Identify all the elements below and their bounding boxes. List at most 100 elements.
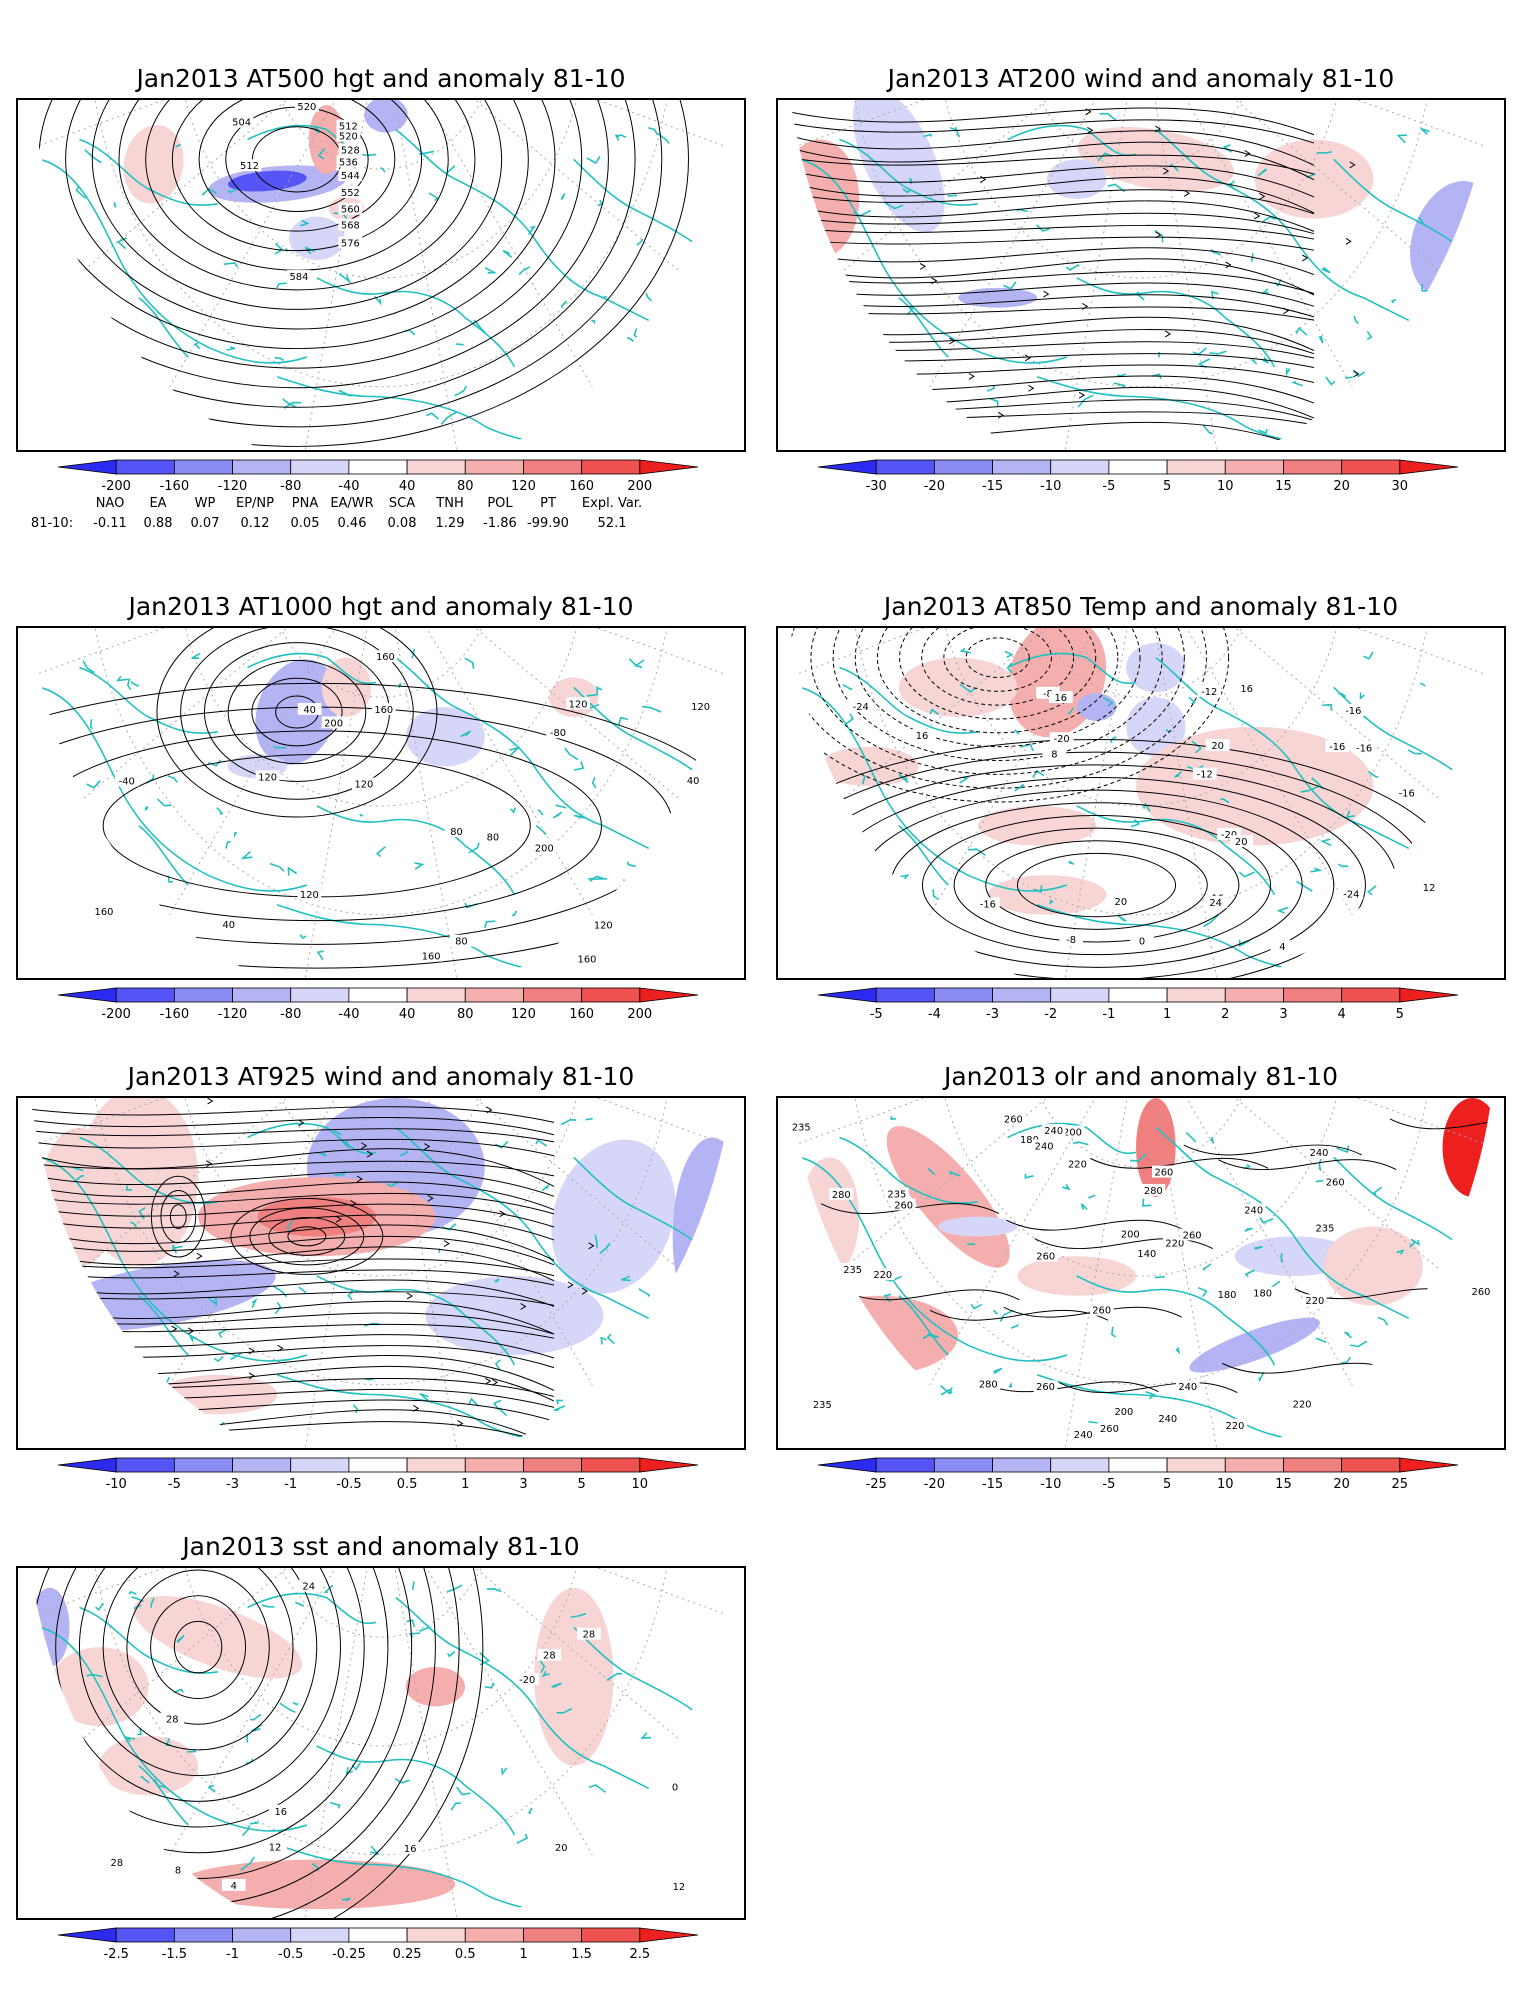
border-segment [1067, 707, 1074, 715]
colorbar-box [817, 459, 877, 475]
coastline-segment [898, 1295, 949, 1356]
border-segment [1014, 783, 1025, 792]
border-segment [1315, 1337, 1327, 1343]
border-segment [279, 1702, 296, 1714]
colorbar-box [639, 1457, 699, 1473]
colorbar-label: 1 [1163, 1007, 1171, 1022]
map-sst-plot: 28 28 20 16 12 8 4 0 12 16 24 28 28 -20 [20, 1568, 742, 1918]
colorbar-label: 1 [461, 1477, 469, 1492]
contour-label: 200 [324, 718, 343, 729]
colorbar-box [992, 987, 1052, 1003]
anomaly-shading [977, 805, 1097, 846]
contour-label: 160 [578, 954, 597, 965]
contour-label: -40 [119, 777, 135, 788]
contour-label-bg [1352, 741, 1376, 754]
border-segment [1366, 331, 1373, 341]
anomaly-shading [1047, 159, 1107, 199]
border-segment [127, 678, 132, 691]
contour-labels: 260 260 260 280 260 240 235 220 180 140 180 200 200 1… [789, 1112, 1493, 1441]
colorbar-label: 0.25 [393, 1947, 422, 1962]
colorbar-label: 160 [569, 1007, 594, 1022]
map-wind200-plot [780, 100, 1502, 450]
wind-arrow [997, 411, 1005, 419]
contour-label-bg [263, 1840, 287, 1853]
contour-label-bg [1060, 1125, 1085, 1138]
colorbar-box [933, 459, 993, 475]
streamline [25, 1214, 555, 1241]
border-segment [173, 1245, 183, 1254]
border-segment [599, 1242, 611, 1255]
colorbar-box [1341, 1457, 1401, 1473]
border-segment [640, 1732, 652, 1739]
wind-arrow [171, 1325, 178, 1333]
contour-label: 160 [374, 705, 393, 716]
border-segment [1419, 682, 1426, 687]
wind-arrow [298, 1119, 305, 1127]
border-segment [657, 133, 670, 145]
streamline [25, 1128, 555, 1143]
border-segment [373, 295, 382, 306]
contour-line [25, 1568, 413, 1879]
contour-label-bg [1241, 1203, 1266, 1216]
contour-line [173, 1620, 223, 1674]
colorbar-label: -160 [160, 1007, 190, 1022]
contour-label-bg [444, 825, 469, 838]
border-segment [226, 346, 236, 351]
colorbar-label: 10 [632, 1477, 649, 1492]
contour-label: 220 [1068, 1159, 1087, 1170]
contour-line [126, 1569, 270, 1725]
contour-label-bg [338, 202, 363, 215]
border-segment [586, 688, 599, 697]
contour-label: 180 [1218, 1290, 1237, 1301]
border-segment [554, 1405, 566, 1412]
border-segment [1202, 914, 1219, 928]
contour-label-bg [294, 100, 319, 112]
border-segment [286, 1220, 294, 1232]
contour-label: 160 [376, 652, 395, 663]
coastline-segment [138, 825, 189, 886]
contour-label-bg [575, 952, 599, 965]
contour-label-bg [1036, 686, 1060, 699]
wind-arrow [1282, 307, 1290, 315]
border-segment [1145, 1391, 1157, 1400]
contour-label-bg [976, 1377, 1001, 1390]
contour-line [65, 100, 529, 330]
border-segment [438, 1248, 441, 1253]
border-segment [86, 1673, 103, 1678]
coastlines [39, 648, 713, 977]
contour-line [943, 628, 1052, 692]
coastline-segment [395, 129, 535, 239]
contour-label-bg [870, 1268, 895, 1281]
streamline [785, 200, 1315, 232]
border-segment [1250, 252, 1254, 263]
contour-label-bg [1325, 740, 1350, 752]
border-segment [1322, 703, 1332, 711]
border-segment [1390, 298, 1397, 304]
contour-label: 28 [166, 1714, 179, 1725]
border-segment [1191, 740, 1202, 754]
streamline [785, 154, 1315, 175]
border-segment [426, 412, 439, 420]
border-segment [137, 1727, 142, 1736]
border-segment [399, 1150, 408, 1157]
contour-label-bg [1112, 1404, 1136, 1417]
streamline [785, 165, 1315, 198]
teleconnection-values: 81-10: -0.11 0.88 0.07 0.12 0.05 0.46 0.08 1.29 -… [0, 516, 760, 532]
contour-line [156, 628, 438, 818]
border-segment [556, 1399, 564, 1405]
contour-label: 120 [354, 780, 373, 791]
teleconnection-value: 0.08 [387, 516, 417, 531]
border-segment [502, 249, 513, 259]
contour-label-bg [296, 1579, 321, 1592]
coastline-segment [1076, 277, 1226, 319]
contour-label-bg [566, 697, 590, 710]
colorbar-box [57, 1457, 117, 1473]
colorbar-box [232, 1457, 292, 1473]
border-segment [539, 1660, 546, 1673]
border-segment [74, 1174, 85, 1182]
contour-label: 280 [979, 1379, 998, 1390]
colorbar-wind200: -30 -20 -15 -10 -5 5 10 15 20 30 [817, 459, 1459, 496]
border-segment [1154, 1275, 1165, 1279]
border-segment [414, 862, 425, 870]
contour-line [160, 1190, 197, 1244]
